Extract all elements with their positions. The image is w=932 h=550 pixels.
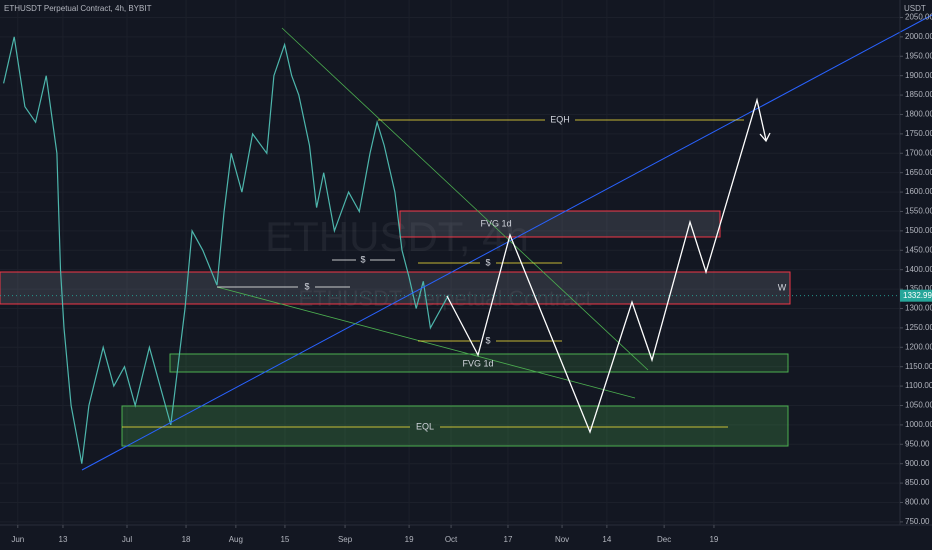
last-price-box [900, 289, 932, 302]
y-tick-label: 1100.00 [905, 381, 932, 390]
x-tick-label: Aug [229, 535, 243, 544]
projection-path [446, 97, 767, 434]
eqh-label: EQH [550, 114, 570, 124]
x-tick-label: 13 [59, 535, 68, 544]
fvg-label: FVG 1d [480, 218, 511, 228]
x-tick-label: Nov [555, 535, 569, 544]
y-tick-label: 2050.00 [905, 13, 932, 22]
liquidity-label: $ [485, 257, 490, 267]
x-tick-label: 14 [602, 535, 611, 544]
last-price-label: 1332.99 [903, 291, 932, 300]
liquidity-label: $ [485, 335, 490, 345]
y-tick-label: 1400.00 [905, 265, 932, 274]
x-tick-label: 19 [405, 535, 414, 544]
y-tick-label: 1900.00 [905, 71, 932, 80]
price-line [3, 36, 449, 464]
price-series [3, 36, 449, 464]
x-tick-label: 18 [182, 535, 191, 544]
x-tick-label: 19 [709, 535, 718, 544]
fvg-label: FVG 1d [462, 358, 493, 368]
y-tick-label: 950.00 [905, 439, 930, 448]
y-tick-label: 1300.00 [905, 304, 932, 313]
y-tick-label: 1800.00 [905, 110, 932, 119]
liquidity-label: $ [360, 254, 365, 264]
eql-label: EQL [416, 421, 434, 431]
fvg-zone-upper [399, 210, 721, 238]
fvg-zone-lower [169, 353, 789, 373]
y-tick-label: 1550.00 [905, 207, 932, 216]
y-tick-label: 1150.00 [905, 362, 932, 371]
y-tick-label: 800.00 [905, 498, 930, 507]
y-tick-label: 1350.00 [905, 284, 932, 293]
y-tick-label: 1850.00 [905, 90, 932, 99]
x-tick-label: Jul [122, 535, 132, 544]
zone-label: W [778, 282, 787, 292]
grid [0, 0, 900, 525]
y-axis-label: USDT [904, 4, 926, 13]
projection-arrow [759, 132, 771, 143]
y-tick-label: 1000.00 [905, 420, 932, 429]
x-tick-label: Oct [445, 535, 458, 544]
y-tick-label: 1250.00 [905, 323, 932, 332]
supply-zone [0, 271, 791, 305]
y-tick-label: 1050.00 [905, 401, 932, 410]
y-tick-label: 1200.00 [905, 342, 932, 351]
y-tick-label: 2000.00 [905, 32, 932, 41]
axes: 750.00 800.00 850.00 900.00 950.00 1000.00 105… [0, 13, 932, 544]
y-tick-label: 750.00 [905, 517, 930, 526]
y-tick-label: 1450.00 [905, 245, 932, 254]
y-tick-label: 1950.00 [905, 51, 932, 60]
y-tick-label: 1650.00 [905, 168, 932, 177]
y-tick-label: 850.00 [905, 478, 930, 487]
demand-zone [121, 405, 789, 447]
x-tick-label: Dec [657, 535, 671, 544]
trend-line [281, 27, 649, 371]
x-tick-label: 15 [280, 535, 289, 544]
watermark-subtitle: ETHUSDT Perpetual Contract [298, 286, 591, 311]
y-tick-label: 1500.00 [905, 226, 932, 235]
liquidity-label: $ [304, 281, 309, 291]
trend-line [216, 286, 636, 399]
y-tick-label: 1600.00 [905, 187, 932, 196]
y-tick-label: 900.00 [905, 459, 930, 468]
trend-line [81, 14, 932, 471]
x-tick-label: 17 [504, 535, 513, 544]
y-tick-label: 1700.00 [905, 148, 932, 157]
y-tick-label: 1750.00 [905, 129, 932, 138]
x-tick-label: Sep [338, 535, 353, 544]
x-tick-label: Jun [11, 535, 24, 544]
chart-title: ETHUSDT Perpetual Contract, 4h, BYBIT [4, 4, 152, 13]
